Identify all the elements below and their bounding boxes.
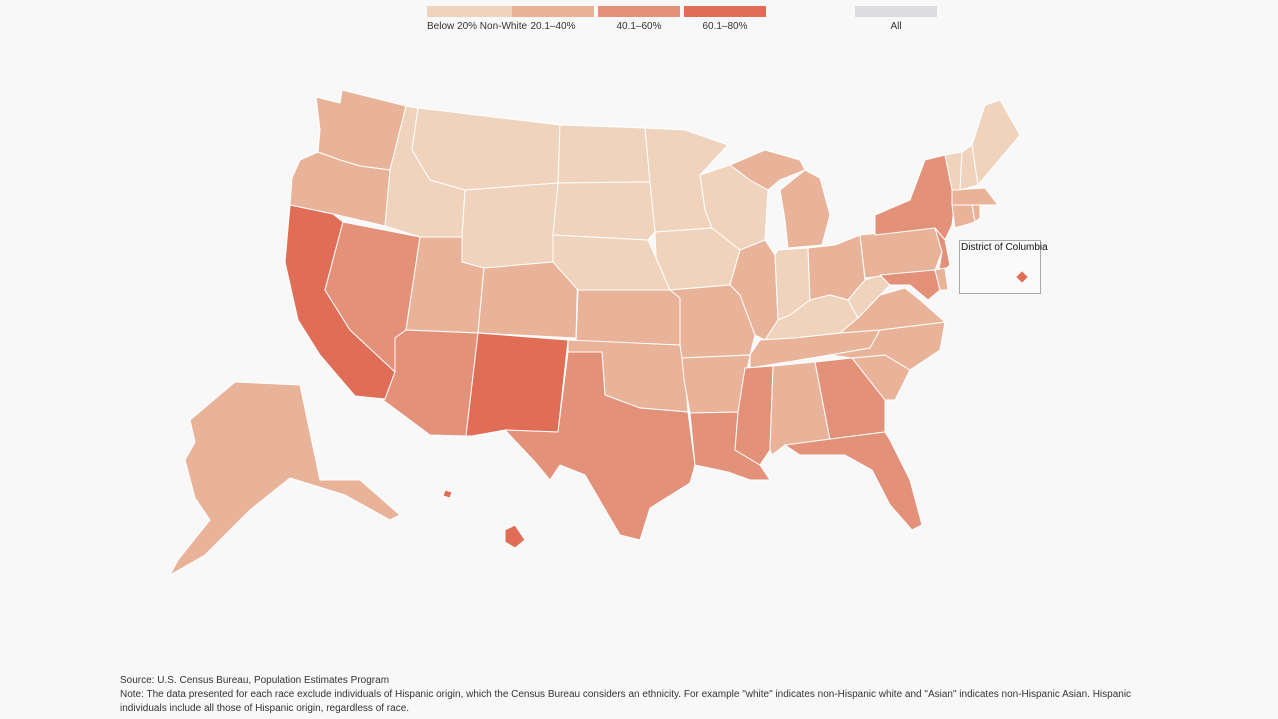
- state-wy[interactable]: [461, 182, 559, 269]
- state-ny[interactable]: [874, 154, 956, 241]
- state-ks[interactable]: [575, 289, 681, 346]
- state-co[interactable]: [477, 261, 579, 339]
- legend-label: 40.1–60%: [616, 21, 662, 32]
- dc-inset-label: District of Columbia: [961, 242, 1048, 253]
- state-de[interactable]: [934, 267, 949, 291]
- state-az[interactable]: [382, 329, 479, 437]
- state-ma[interactable]: [951, 187, 999, 206]
- state-mi-upper[interactable]: [729, 149, 806, 191]
- legend-label: 60.1–80%: [702, 21, 748, 32]
- state-me[interactable]: [971, 99, 1021, 186]
- legend-swatch: [855, 6, 937, 17]
- state-sd[interactable]: [552, 181, 656, 241]
- legend-item-20-40[interactable]: 20.1–40%: [512, 6, 594, 32]
- legend-swatch: [512, 6, 594, 17]
- state-mt[interactable]: [411, 107, 561, 191]
- state-hi-islands[interactable]: [442, 489, 453, 499]
- legend-item-60-80[interactable]: 60.1–80%: [684, 6, 766, 32]
- state-or[interactable]: [289, 151, 391, 227]
- state-nm[interactable]: [465, 332, 569, 437]
- legend-item-40-60[interactable]: 40.1–60%: [598, 6, 680, 32]
- legend-swatch: [684, 6, 766, 17]
- dc-inset[interactable]: District of Columbia: [959, 240, 1048, 294]
- footer: Source: U.S. Census Bureau, Population E…: [120, 674, 1150, 716]
- legend-label: All: [890, 21, 902, 32]
- legend-swatch: [598, 6, 680, 17]
- state-tx[interactable]: [504, 351, 696, 541]
- legend: Below 20% Non-White 20.1–40% 40.1–60% 60…: [0, 0, 1278, 40]
- state-nd[interactable]: [557, 124, 651, 184]
- state-fl[interactable]: [784, 431, 923, 531]
- state-ne[interactable]: [552, 234, 671, 291]
- state-ak[interactable]: [169, 381, 401, 576]
- legend-label: Below 20% Non-White: [427, 21, 528, 32]
- methodology-note: Note: The data presented for each race e…: [120, 689, 1132, 714]
- legend-item-all[interactable]: All: [855, 6, 937, 32]
- state-hi[interactable]: [504, 524, 526, 549]
- state-mi[interactable]: [779, 169, 831, 249]
- legend-item-below-20[interactable]: Below 20% Non-White: [427, 6, 528, 32]
- dc-marker[interactable]: [1016, 271, 1028, 283]
- legend-swatch: [427, 6, 519, 17]
- legend-label: 20.1–40%: [530, 21, 576, 32]
- state-ct[interactable]: [951, 204, 976, 229]
- source-note: Source: U.S. Census Bureau, Population E…: [120, 675, 390, 686]
